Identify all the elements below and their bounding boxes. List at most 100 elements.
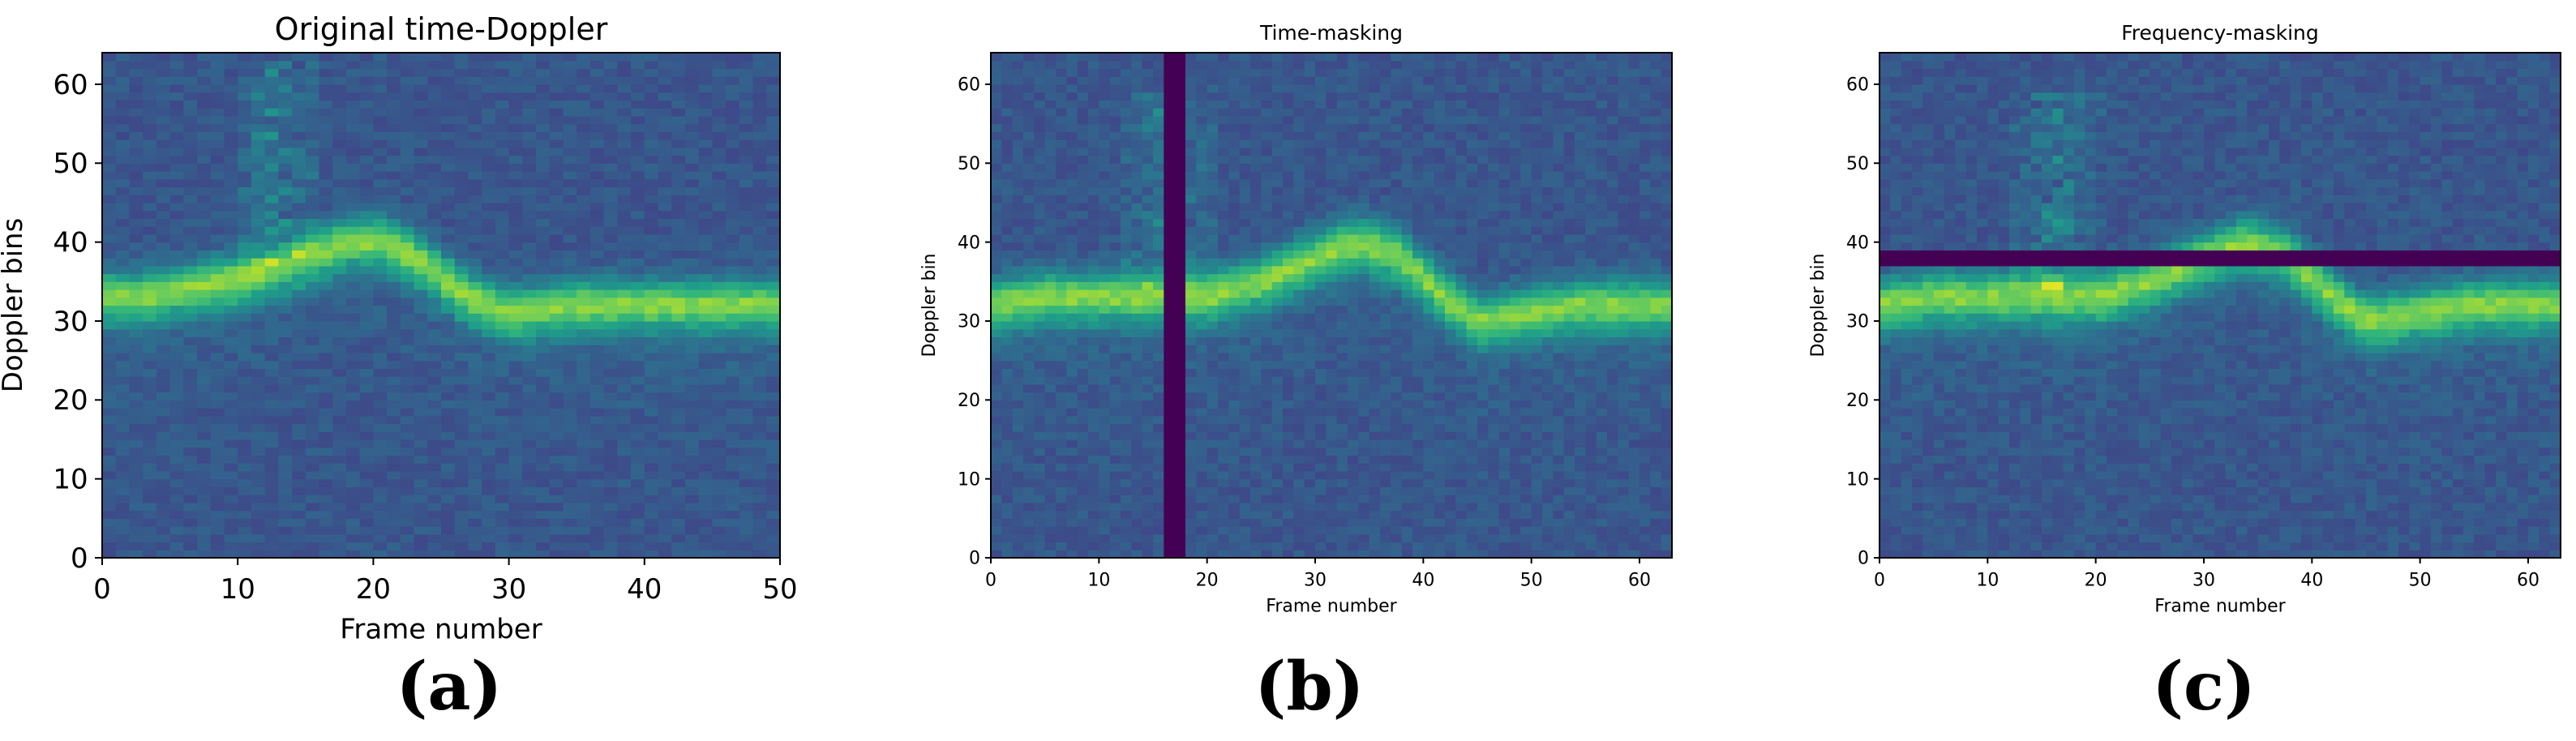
heatmap-cell bbox=[1250, 68, 1262, 77]
heatmap-cell bbox=[1239, 345, 1251, 353]
heatmap-cell bbox=[684, 108, 700, 117]
heatmap-cell bbox=[1142, 415, 1154, 425]
heatmap-cell bbox=[373, 352, 388, 362]
heatmap-cell bbox=[1099, 218, 1111, 227]
heatmap-cell bbox=[712, 195, 727, 203]
heatmap-cell bbox=[143, 486, 157, 495]
heatmap-cell bbox=[766, 408, 781, 417]
heatmap-cell bbox=[508, 470, 523, 480]
heatmap-cell bbox=[210, 60, 225, 70]
heatmap-cell bbox=[1023, 550, 1035, 559]
heatmap-cell bbox=[102, 155, 117, 164]
heatmap-cell bbox=[1034, 478, 1046, 487]
heatmap-cell bbox=[468, 439, 482, 448]
heatmap-cell bbox=[1207, 195, 1219, 203]
heatmap-cell bbox=[589, 289, 605, 298]
heatmap-cell bbox=[1218, 550, 1229, 559]
heatmap-cell bbox=[1218, 202, 1229, 212]
heatmap-cell bbox=[1271, 265, 1284, 275]
heatmap-cell bbox=[345, 68, 361, 77]
heatmap-cell bbox=[1164, 328, 1176, 338]
heatmap-cell bbox=[278, 463, 293, 472]
heatmap-cell bbox=[576, 455, 591, 464]
heatmap-cell bbox=[1109, 68, 1121, 77]
heatmap-cell bbox=[359, 281, 374, 290]
heatmap-cell bbox=[617, 518, 632, 527]
heatmap-cell bbox=[224, 486, 238, 495]
heatmap-cell bbox=[1185, 131, 1197, 140]
heatmap-cell bbox=[495, 415, 510, 425]
heatmap-cell bbox=[1121, 108, 1132, 117]
heatmap-cell bbox=[671, 218, 686, 227]
heatmap-cell bbox=[684, 510, 700, 519]
heatmap-cell bbox=[589, 526, 605, 535]
heatmap-cell bbox=[183, 495, 198, 503]
heatmap-cell bbox=[115, 242, 131, 251]
heatmap-cell bbox=[441, 447, 456, 456]
heatmap-cell bbox=[991, 258, 1002, 267]
heatmap-cell bbox=[441, 360, 456, 369]
heatmap-cell bbox=[332, 68, 347, 77]
heatmap-cell bbox=[726, 233, 740, 243]
heatmap-cell bbox=[292, 305, 306, 314]
heatmap-cell bbox=[495, 526, 510, 535]
heatmap-cell bbox=[712, 202, 727, 212]
heatmap-cell bbox=[156, 408, 171, 417]
heatmap-cell bbox=[1261, 495, 1273, 503]
heatmap-cell bbox=[332, 423, 347, 432]
heatmap-cell bbox=[387, 495, 401, 503]
heatmap-cell bbox=[1283, 360, 1294, 369]
heatmap-cell bbox=[1001, 510, 1014, 519]
heatmap-cell bbox=[712, 345, 727, 353]
heatmap-cell bbox=[115, 360, 131, 369]
heatmap-cell bbox=[522, 68, 537, 77]
heatmap-cell bbox=[264, 115, 279, 125]
heatmap-cell bbox=[292, 242, 306, 251]
heatmap-cell bbox=[400, 383, 415, 393]
heatmap-cell bbox=[644, 171, 659, 180]
heatmap-cell bbox=[387, 352, 401, 362]
heatmap-cell bbox=[495, 447, 510, 456]
heatmap-cell bbox=[1261, 108, 1273, 117]
heatmap-cell bbox=[1271, 139, 1284, 148]
heatmap-cell bbox=[1121, 439, 1132, 448]
heatmap-cell bbox=[414, 447, 428, 456]
heatmap-cell bbox=[658, 210, 672, 220]
heatmap-cell bbox=[238, 423, 252, 432]
heatmap-cell bbox=[427, 470, 442, 480]
heatmap-cell bbox=[156, 415, 171, 425]
heatmap-cell bbox=[1185, 273, 1197, 282]
heatmap-cell bbox=[726, 178, 740, 188]
heatmap-cell bbox=[427, 60, 442, 70]
heatmap-cell bbox=[536, 226, 551, 235]
heatmap-cell bbox=[1012, 226, 1024, 235]
heatmap-cell bbox=[684, 242, 700, 251]
heatmap-cell bbox=[278, 383, 293, 393]
heatmap-cell bbox=[1109, 131, 1121, 140]
heatmap-cell bbox=[1174, 115, 1186, 125]
heatmap-cell bbox=[251, 376, 266, 385]
heatmap-cell bbox=[345, 233, 361, 243]
heatmap-cell bbox=[278, 139, 293, 148]
heatmap-cell bbox=[224, 53, 238, 62]
heatmap-cell bbox=[1012, 360, 1024, 369]
heatmap-cell bbox=[698, 518, 713, 527]
heatmap-cell bbox=[1153, 202, 1164, 212]
heatmap-cell bbox=[264, 320, 279, 330]
heatmap-cell bbox=[319, 352, 333, 362]
heatmap-cell bbox=[684, 202, 700, 212]
heatmap-cell bbox=[278, 495, 293, 503]
heatmap-cell bbox=[1131, 345, 1143, 353]
heatmap-cell bbox=[373, 526, 388, 535]
heatmap-cell bbox=[522, 123, 537, 132]
heatmap-cell bbox=[319, 550, 333, 559]
heatmap-cell bbox=[752, 345, 767, 353]
heatmap-cell bbox=[183, 123, 198, 132]
heatmap-cell bbox=[671, 163, 686, 172]
heatmap-cell bbox=[1228, 265, 1241, 275]
heatmap-cell bbox=[1142, 376, 1154, 385]
heatmap-cell bbox=[631, 100, 645, 109]
heatmap-cell bbox=[1218, 320, 1229, 330]
heatmap-cell bbox=[576, 92, 591, 101]
heatmap-cell bbox=[400, 218, 415, 227]
